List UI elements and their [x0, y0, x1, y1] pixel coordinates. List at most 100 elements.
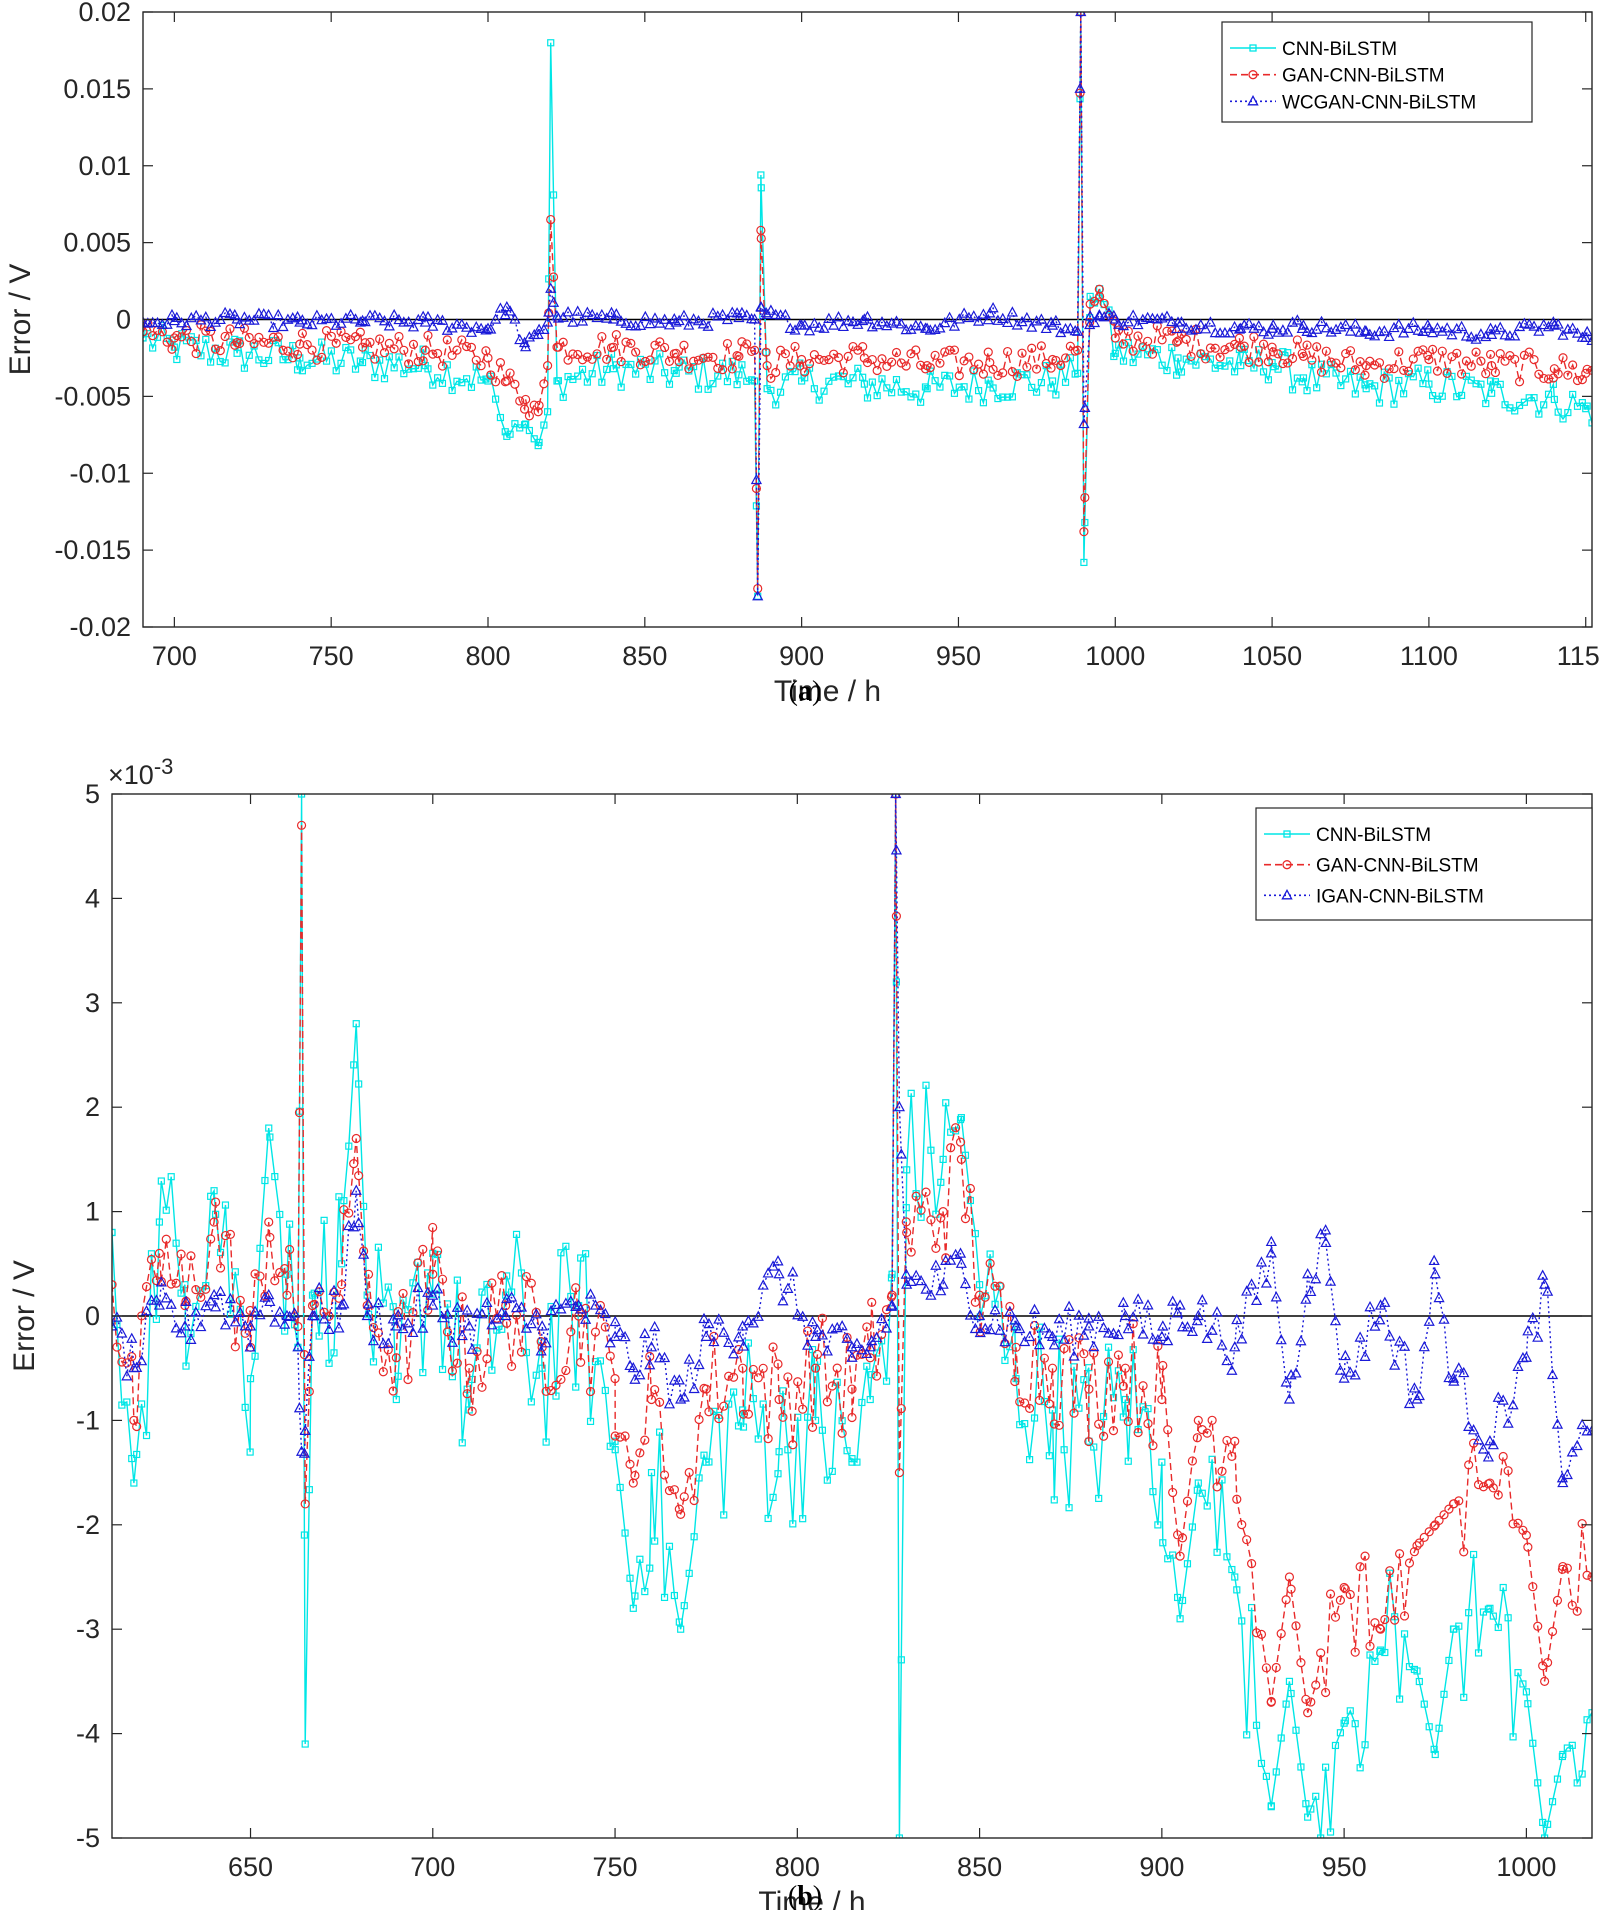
data-point	[1462, 372, 1471, 380]
data-point	[367, 1334, 380, 1346]
data-point	[1254, 357, 1264, 367]
data-point	[1482, 1451, 1495, 1462]
data-point	[296, 820, 307, 830]
data-point	[1546, 1368, 1559, 1380]
data-point	[483, 1280, 491, 1289]
data-point	[867, 1297, 877, 1307]
y-tick-label: -0.015	[54, 535, 131, 565]
data-point	[936, 383, 944, 391]
data-point	[1157, 335, 1167, 345]
data-point	[1175, 316, 1188, 327]
data-point	[1180, 322, 1192, 333]
data-point	[724, 1371, 734, 1381]
data-point	[1465, 331, 1477, 342]
data-point	[1528, 320, 1540, 331]
data-point	[1021, 1420, 1029, 1428]
data-point	[295, 1445, 308, 1456]
data-point	[235, 1295, 245, 1305]
data-point	[1374, 1299, 1387, 1310]
data-point	[1088, 316, 1101, 328]
data-point	[851, 1337, 863, 1349]
data-point	[1027, 343, 1037, 353]
data-point	[954, 370, 964, 381]
data-point	[1354, 1331, 1366, 1342]
data-point	[718, 1326, 730, 1337]
data-point	[274, 339, 282, 347]
data-point	[862, 357, 873, 368]
data-point	[270, 1276, 280, 1286]
data-point	[1036, 341, 1046, 351]
data-point	[1390, 1615, 1400, 1625]
data-point	[693, 355, 704, 365]
data-point	[1186, 1325, 1199, 1336]
data-point	[1046, 363, 1056, 373]
data-point	[934, 322, 946, 333]
data-point	[779, 308, 791, 320]
data-point	[1385, 374, 1393, 382]
data-point	[400, 370, 408, 378]
data-point	[368, 1322, 379, 1333]
data-point	[1157, 1320, 1169, 1331]
data-point	[1550, 395, 1558, 404]
data-point	[755, 301, 767, 312]
data-point	[1175, 1551, 1185, 1561]
data-point	[279, 356, 287, 364]
data-point	[1287, 1689, 1295, 1698]
data-point	[1138, 342, 1148, 352]
data-point	[702, 320, 714, 331]
data-point	[546, 1385, 556, 1396]
data-point	[935, 1284, 947, 1296]
data-point	[1099, 298, 1109, 309]
data-point	[405, 365, 413, 373]
data-point	[786, 367, 794, 376]
data-point	[1104, 1343, 1113, 1351]
data-point	[476, 1308, 488, 1319]
data-point	[326, 331, 336, 341]
data-point	[485, 323, 497, 334]
data-point	[886, 1299, 898, 1310]
data-point	[195, 314, 207, 325]
data-point	[957, 1114, 965, 1122]
data-point	[168, 336, 176, 344]
data-point	[547, 1302, 555, 1311]
data-point	[456, 1329, 468, 1341]
data-point	[1455, 320, 1468, 332]
data-point	[780, 349, 790, 359]
data-point	[693, 1358, 705, 1370]
data-point	[1168, 343, 1176, 352]
data-point	[508, 1288, 516, 1296]
data-point	[532, 1371, 540, 1379]
data-point	[1032, 388, 1041, 396]
data-point	[1533, 325, 1545, 336]
data-point	[1089, 1348, 1099, 1358]
data-point	[1182, 355, 1190, 363]
data-point	[1556, 1472, 1569, 1483]
data-point	[1109, 313, 1121, 324]
data-point	[143, 316, 149, 327]
data-point	[1522, 1325, 1534, 1336]
data-point	[1164, 1555, 1172, 1563]
data-point	[887, 1274, 896, 1282]
data-point	[620, 1431, 630, 1441]
data-point	[276, 1210, 284, 1219]
data-point	[1549, 380, 1557, 388]
x-axis-label: Time / h	[774, 675, 881, 708]
data-point	[378, 315, 391, 326]
data-point	[1351, 390, 1359, 398]
data-point	[1295, 1334, 1307, 1346]
data-point	[1394, 1549, 1405, 1559]
data-point	[437, 361, 448, 371]
data-point	[1276, 1629, 1286, 1639]
data-point	[249, 339, 259, 349]
data-point	[747, 1317, 759, 1328]
data-point	[356, 314, 369, 326]
data-point	[351, 365, 360, 373]
data-point	[244, 1341, 256, 1352]
data-point	[1551, 1418, 1564, 1429]
data-point	[1476, 356, 1486, 366]
data-point	[254, 1308, 266, 1320]
data-point	[117, 1357, 127, 1367]
data-point	[944, 311, 956, 322]
data-point	[168, 314, 180, 326]
